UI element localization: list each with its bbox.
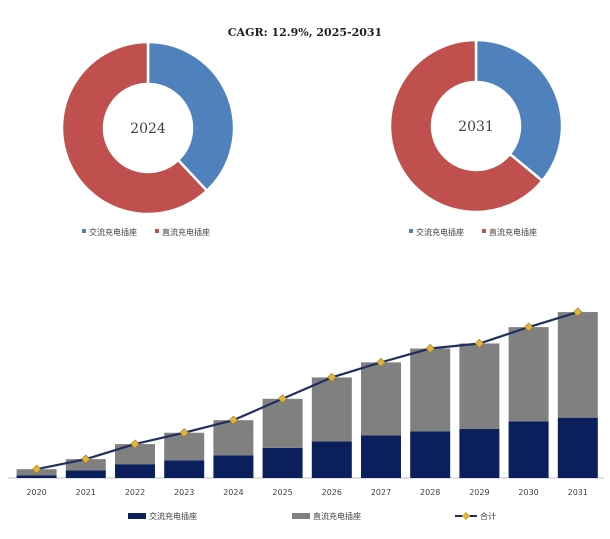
- bar-dc-2031: [557, 312, 598, 418]
- bar-dc-2022: [115, 444, 155, 465]
- total-point-2028: [425, 343, 435, 354]
- total-point-2029: [474, 338, 484, 349]
- total-point-2031: [573, 307, 583, 317]
- total-point-2023: [179, 428, 189, 438]
- donut-slice-dc: [60, 40, 209, 216]
- bar-ac-2025: [262, 447, 303, 478]
- x-tick-label: 2028: [420, 488, 440, 497]
- donut-center-label: 2031: [458, 119, 494, 135]
- bar-dc-2030: [508, 327, 549, 422]
- x-tick-label: 2027: [371, 488, 391, 497]
- stacked-bar-chart: 2020 2021 2022 2023 2024 2025 2026 2027 2028 2029…: [8, 307, 604, 497]
- x-tick-label: 2025: [272, 488, 292, 497]
- total-point-2022: [130, 439, 140, 449]
- x-tick-label: 2030: [518, 488, 538, 497]
- x-tick-label: 2029: [469, 488, 489, 497]
- legend-swatch-ac: [82, 229, 86, 233]
- legend-label-dc-bar: 直流充电插座: [313, 511, 361, 521]
- legend-label-ac: 交流充电插座: [89, 227, 137, 237]
- total-point-2027: [376, 357, 386, 367]
- bar-dc-2027: [361, 362, 401, 436]
- bar-ac-2027: [361, 435, 401, 478]
- donut-slice-dc: [388, 38, 545, 214]
- bar-ac-2024: [213, 455, 254, 478]
- x-tick-label: 2022: [125, 488, 145, 497]
- total-point-2020: [32, 464, 42, 474]
- total-point-2024: [228, 415, 238, 425]
- legend-swatch-dc: [482, 229, 486, 233]
- bar-ac-2026: [311, 441, 352, 478]
- donut-center-label: 2024: [130, 121, 166, 137]
- x-tick-label: 2031: [568, 488, 588, 497]
- bar-ac-2020: [16, 475, 57, 478]
- x-tick-label: 2024: [223, 488, 243, 497]
- bar-ac-2023: [164, 460, 205, 478]
- x-tick-label: 2020: [26, 488, 46, 497]
- legend-label-total: 合计: [480, 511, 496, 521]
- x-tick-label: 2023: [174, 488, 194, 497]
- donut-chart-2024: 2024: [60, 40, 236, 216]
- donut-chart-2031: 2031: [388, 38, 564, 214]
- total-point-2025: [278, 394, 288, 404]
- bar-dc-2029: [459, 343, 500, 429]
- legend-label-ac: 交流充电插座: [416, 227, 464, 237]
- legend-swatch-ac-bar: [128, 513, 146, 519]
- legend-label-ac-bar: 交流充电插座: [149, 511, 197, 521]
- x-tick-label: 2026: [322, 488, 342, 497]
- bar-ac-2028: [410, 431, 451, 478]
- legend-label-dc: 直流充电插座: [489, 227, 537, 237]
- legend-label-dc: 直流充电插座: [162, 227, 210, 237]
- bar-legend: 交流充电插座 直流充电插座 合计: [128, 511, 496, 521]
- bar-dc-2026: [311, 377, 352, 442]
- total-point-2026: [327, 372, 337, 383]
- bar-ac-2031: [557, 417, 598, 478]
- donut-legend-2031: 交流充电插座 直流充电插座: [409, 227, 537, 237]
- x-tick-label: 2021: [76, 488, 96, 497]
- bar-ac-2022: [115, 464, 155, 478]
- donut-slice-ac: [474, 38, 564, 183]
- bar-dc-2025: [262, 398, 303, 448]
- bar-dc-2024: [213, 420, 254, 456]
- total-line: [36, 311, 579, 471]
- bar-ac-2021: [65, 470, 106, 478]
- bar-dc-2021: [65, 459, 106, 471]
- legend-swatch-ac: [409, 229, 413, 233]
- donut-legend-2024: 交流充电插座 直流充电插座: [82, 227, 210, 237]
- bar-dc-2028: [410, 348, 451, 432]
- legend-swatch-dc: [155, 229, 159, 233]
- bar-dc-2023: [164, 432, 205, 461]
- legend-swatch-total-marker: [461, 511, 471, 521]
- legend-swatch-dc-bar: [292, 513, 310, 519]
- cagr-title: CAGR: 12.9%, 2025-2031: [227, 26, 383, 39]
- bar-ac-2030: [508, 421, 549, 478]
- donut-slice-ac: [146, 40, 236, 193]
- total-point-2021: [81, 454, 91, 464]
- bar-ac-2029: [459, 428, 500, 478]
- total-point-2030: [524, 322, 534, 332]
